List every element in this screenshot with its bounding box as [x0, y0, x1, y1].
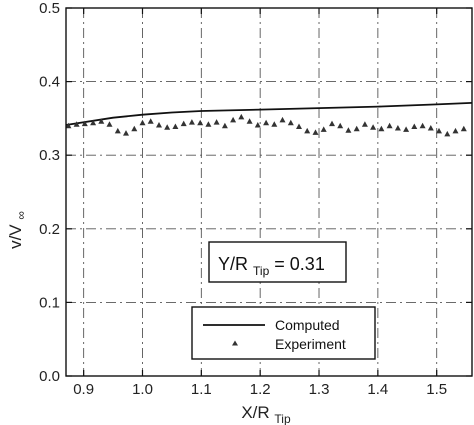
experiment-point	[188, 119, 195, 125]
experiment-point	[221, 122, 228, 129]
annotation-box: Y/R Tip = 0.31	[208, 241, 347, 283]
experiment-point	[263, 119, 270, 126]
y-axis-label-sub: ∞	[14, 211, 28, 220]
experiment-point	[230, 116, 237, 123]
experiment-point	[312, 129, 319, 135]
experiment-point	[180, 120, 187, 127]
experiment-point	[386, 122, 393, 129]
experiment-point	[296, 123, 302, 129]
y-tick-label: 0.2	[39, 221, 60, 238]
experiment-point	[254, 122, 261, 128]
experiment-point	[436, 127, 442, 134]
experiment-point	[114, 127, 121, 134]
y-tick-label: 0.4	[39, 74, 60, 91]
x-tick-label: 1.2	[250, 381, 271, 398]
y-tick-label: 0.5	[39, 0, 60, 17]
experiment-point	[131, 125, 138, 132]
y-tick-label: 0.0	[39, 368, 60, 385]
y-axis-label-main: v/V	[6, 224, 25, 249]
x-tick-label: 0.9	[73, 381, 94, 398]
experiment-point	[139, 119, 146, 126]
legend-frame	[191, 306, 376, 360]
plot-frame	[65, 7, 473, 377]
series-computed-line	[65, 102, 473, 126]
experiment-point	[361, 121, 368, 127]
experiment-point	[81, 120, 88, 127]
experiment-point	[156, 122, 162, 128]
experiment-point	[238, 113, 245, 120]
experiment-point	[98, 118, 105, 124]
experiment-point	[353, 125, 360, 132]
experiment-point	[246, 118, 253, 124]
experiment-point	[65, 122, 72, 129]
experiment-point	[370, 124, 377, 130]
experiment-point	[378, 125, 385, 132]
annotation-main: Y/R	[218, 254, 248, 274]
legend-marker-experiment	[232, 340, 238, 346]
grid-lines	[66, 8, 472, 376]
x-tick-label: 1.3	[309, 381, 330, 398]
experiment-point	[411, 123, 418, 129]
experiment-point	[106, 121, 113, 127]
experiment-point	[329, 120, 335, 127]
experiment-point	[345, 127, 352, 133]
y-tick-label: 0.3	[39, 147, 60, 164]
annotation-sub: Tip	[253, 264, 270, 278]
experiment-point	[147, 118, 154, 124]
x-tick-label: 1.5	[426, 381, 447, 398]
legend-label-experiment: Experiment	[275, 336, 346, 352]
experiment-point	[320, 126, 327, 132]
axis-ticks: 0.9 1.0 1.1 1.2 1.3 1.4 1.5 0.0 0.1 0.2 0.3 0.4 0.5	[39, 0, 472, 398]
experiment-point	[90, 119, 97, 126]
experiment-point	[394, 125, 401, 131]
experiment-point	[452, 127, 459, 134]
experiment-point	[403, 126, 410, 132]
experiment-point	[205, 121, 212, 127]
experiment-point	[444, 130, 451, 137]
x-tick-label: 1.0	[132, 381, 153, 398]
y-tick-label: 0.1	[39, 294, 60, 311]
experiment-point	[172, 123, 179, 129]
experiment-point	[460, 125, 467, 132]
experiment-point	[427, 125, 434, 131]
experiment-point	[279, 116, 286, 123]
annotation-text: Y/R Tip = 0.31	[218, 254, 325, 279]
experiment-point	[287, 119, 294, 126]
experiment-point	[304, 127, 311, 134]
legend: Computed Experiment	[191, 306, 376, 360]
experiment-point	[164, 124, 171, 130]
experiment-point	[213, 119, 220, 125]
annotation-rest: = 0.31	[274, 254, 325, 274]
experiment-point	[419, 122, 426, 129]
experiment-point	[197, 119, 204, 126]
x-tick-label: 1.1	[191, 381, 212, 398]
x-tick-label: 1.4	[367, 381, 388, 398]
plot-series	[65, 102, 473, 137]
legend-label-computed: Computed	[275, 317, 340, 333]
experiment-point	[73, 121, 80, 127]
y-axis-label: v/V ∞	[6, 211, 28, 249]
experiment-point	[271, 121, 278, 127]
x-axis-label-sub: Tip	[274, 412, 291, 425]
annotation-frame	[208, 241, 347, 283]
x-axis-label-main: X/R	[241, 403, 269, 422]
x-axis-label: X/R Tip	[241, 403, 291, 425]
experiment-point	[123, 130, 129, 136]
experiment-point	[337, 122, 344, 129]
